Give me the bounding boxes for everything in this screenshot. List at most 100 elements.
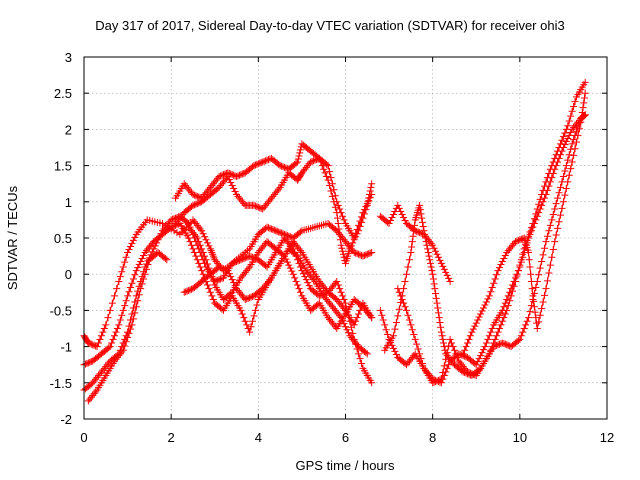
data-point-marker bbox=[214, 185, 222, 193]
data-point-marker bbox=[219, 171, 227, 179]
data-point-marker bbox=[400, 213, 408, 221]
data-point-marker bbox=[296, 288, 304, 296]
data-point-marker bbox=[237, 196, 245, 204]
data-point-marker bbox=[404, 311, 412, 319]
data-point-marker bbox=[362, 251, 370, 259]
data-point-marker bbox=[115, 277, 123, 285]
data-point-marker bbox=[468, 328, 476, 336]
data-point-marker bbox=[331, 323, 339, 331]
data-point-marker bbox=[487, 288, 495, 296]
data-point-marker bbox=[203, 281, 211, 289]
data-point-marker bbox=[314, 300, 322, 308]
data-point-marker bbox=[254, 248, 262, 256]
y-tick-label: -2 bbox=[60, 412, 72, 427]
data-point-marker bbox=[365, 250, 373, 258]
data-point-marker bbox=[564, 134, 572, 142]
data-point-marker bbox=[559, 198, 567, 206]
data-point-marker bbox=[331, 192, 339, 200]
x-tick-label: 0 bbox=[80, 430, 87, 445]
data-point-marker bbox=[260, 157, 268, 165]
data-point-marker bbox=[189, 229, 197, 237]
data-point-marker bbox=[140, 251, 148, 259]
data-point-marker bbox=[193, 200, 201, 208]
data-point-marker bbox=[403, 270, 411, 278]
data-point-marker bbox=[131, 233, 139, 241]
data-point-marker bbox=[543, 277, 551, 285]
data-point-marker bbox=[311, 156, 319, 164]
data-point-marker bbox=[279, 163, 287, 171]
data-point-marker bbox=[176, 214, 184, 222]
series-trace bbox=[88, 251, 168, 402]
data-point-marker bbox=[144, 245, 152, 253]
data-point-marker bbox=[564, 122, 572, 130]
data-point-marker bbox=[285, 261, 293, 269]
data-point-marker bbox=[291, 239, 299, 247]
data-point-marker bbox=[87, 393, 95, 401]
data-point-marker bbox=[440, 362, 448, 370]
data-point-marker bbox=[331, 226, 339, 234]
data-point-marker bbox=[480, 346, 488, 354]
data-point-marker bbox=[570, 102, 578, 110]
data-point-marker bbox=[103, 361, 111, 369]
data-point-marker bbox=[212, 258, 220, 266]
data-point-marker bbox=[180, 180, 188, 188]
y-tick-label: -1.5 bbox=[50, 376, 72, 391]
data-point-marker bbox=[559, 144, 567, 151]
data-point-marker bbox=[410, 331, 418, 339]
data-point-marker bbox=[493, 332, 501, 340]
data-point-marker bbox=[387, 338, 395, 346]
data-point-marker bbox=[506, 245, 514, 253]
data-point-marker bbox=[148, 239, 156, 247]
data-point-marker bbox=[519, 253, 527, 261]
data-point-marker bbox=[363, 250, 371, 258]
data-point-marker bbox=[404, 263, 412, 271]
data-point-marker bbox=[337, 241, 345, 249]
data-point-marker bbox=[498, 339, 506, 347]
data-point-marker bbox=[548, 216, 556, 224]
data-point-marker bbox=[280, 163, 288, 171]
data-point-marker bbox=[339, 250, 347, 258]
data-point-marker bbox=[95, 372, 103, 380]
data-point-marker bbox=[270, 191, 278, 199]
data-point-marker bbox=[209, 296, 217, 304]
data-point-marker bbox=[450, 346, 458, 354]
data-point-marker bbox=[304, 268, 312, 276]
data-point-marker bbox=[408, 243, 416, 251]
data-point-marker bbox=[344, 329, 352, 337]
data-point-marker bbox=[363, 308, 371, 316]
data-point-marker bbox=[388, 341, 396, 349]
data-point-marker bbox=[211, 178, 219, 186]
data-point-marker bbox=[462, 343, 470, 351]
data-point-marker bbox=[437, 375, 445, 383]
data-point-marker bbox=[230, 259, 238, 267]
data-point-marker bbox=[246, 294, 254, 302]
data-point-marker bbox=[347, 334, 355, 342]
data-point-marker bbox=[551, 205, 559, 213]
data-point-marker bbox=[124, 292, 132, 300]
data-point-marker bbox=[111, 357, 119, 365]
data-point-marker bbox=[128, 239, 136, 247]
data-point-marker bbox=[257, 245, 265, 253]
series-8 bbox=[180, 245, 371, 358]
data-point-marker bbox=[337, 209, 345, 217]
data-point-marker bbox=[131, 271, 139, 279]
data-point-marker bbox=[365, 310, 373, 318]
data-point-marker bbox=[302, 267, 310, 275]
data-point-marker bbox=[448, 339, 456, 347]
data-point-marker bbox=[506, 342, 514, 350]
data-point-marker bbox=[478, 307, 486, 315]
data-point-marker bbox=[389, 210, 397, 218]
data-point-marker bbox=[89, 391, 97, 399]
data-point-marker bbox=[501, 340, 509, 348]
data-point-marker bbox=[443, 271, 451, 279]
data-point-marker bbox=[87, 380, 95, 388]
data-point-marker bbox=[535, 318, 543, 326]
x-tick-label: 10 bbox=[513, 430, 527, 445]
data-point-marker bbox=[340, 296, 348, 304]
data-point-marker bbox=[126, 325, 134, 333]
data-point-marker bbox=[491, 342, 499, 350]
data-point-marker bbox=[420, 227, 428, 235]
data-point-marker bbox=[193, 256, 201, 264]
y-tick-label: 1.5 bbox=[54, 159, 72, 174]
data-point-marker bbox=[554, 224, 562, 232]
